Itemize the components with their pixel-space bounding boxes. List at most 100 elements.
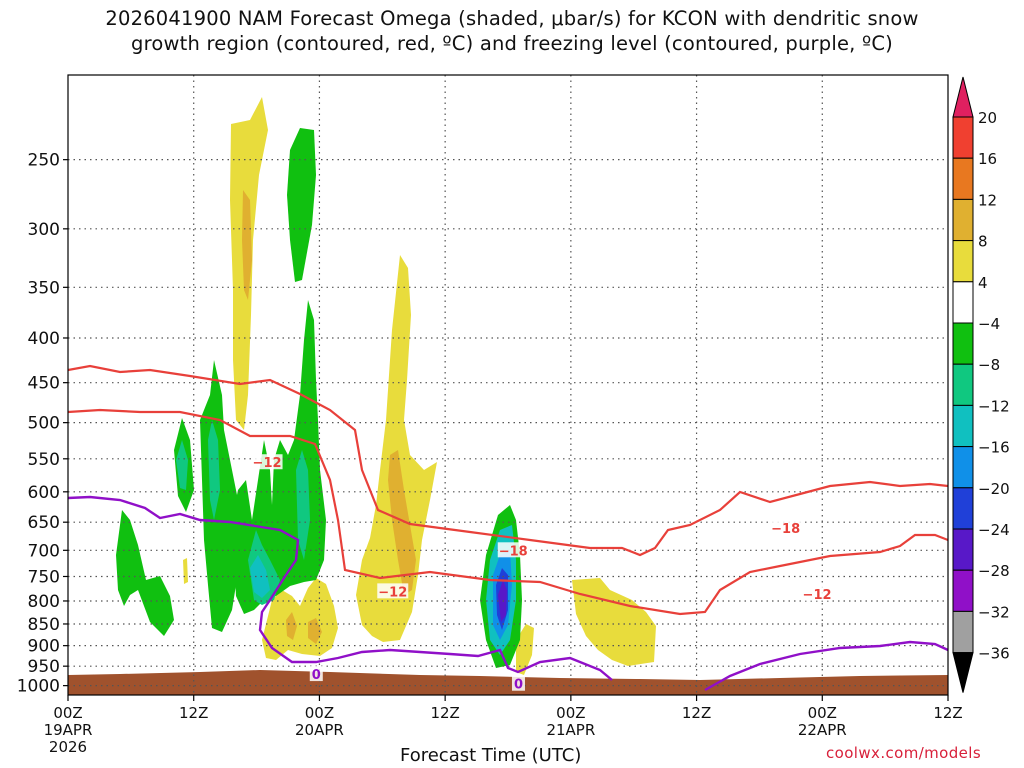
y-tick-label: 500: [28, 414, 60, 434]
colorbar-label: −4: [978, 315, 1000, 333]
contour-label-bg: [770, 519, 802, 535]
contours: [68, 364, 948, 692]
contour-label: −12: [803, 588, 832, 603]
y-tick-label: 750: [28, 567, 60, 587]
colorbar-label: 4: [978, 274, 988, 292]
x-tick-label: 12Z: [682, 704, 711, 722]
colorbar-label: −24: [978, 521, 1010, 539]
contour-label: −18: [499, 544, 528, 559]
contour-label-bg: [497, 542, 529, 558]
colorbar-cap-top: [952, 76, 974, 118]
colorbar-swatch: [952, 281, 974, 324]
colorbar-swatch: [952, 404, 974, 448]
x-tick-label: 12Z: [430, 704, 459, 722]
colorbar-swatch: [952, 528, 974, 571]
y-tick-label: 900: [28, 637, 60, 657]
colorbar-label: −20: [978, 480, 1010, 498]
y-tick-label: 700: [28, 541, 60, 561]
colorbar-swatch: [952, 198, 974, 242]
colorbar-swatch: [952, 569, 974, 612]
colorbar-swatch: [952, 240, 974, 283]
title-line-1: 2026041900 NAM Forecast Omega (shaded, μ…: [105, 7, 919, 30]
contour-label-bg: [377, 583, 409, 599]
omega-positive-region: [242, 190, 252, 300]
omega-negative-region: [116, 510, 174, 636]
colorbar-swatch: [952, 157, 974, 200]
contour-labels: −12 −18 −12 −18 −12 0 0: [251, 454, 833, 693]
colorbar-label: 20: [978, 109, 997, 127]
y-tick-label: 950: [28, 657, 60, 677]
y-tick-label: 550: [28, 450, 60, 470]
colorbar-label: −12: [978, 397, 1010, 415]
contour-freezing-level: [68, 495, 613, 681]
omega-positive-region: [356, 255, 437, 642]
watermark: coolwx.com/models: [826, 744, 982, 762]
title-line-2: growth region (contoured, red, ºC) and f…: [131, 32, 893, 55]
y-tick-label: 650: [28, 513, 60, 533]
contour-dgz-lower: [68, 408, 948, 616]
colorbar-label: −16: [978, 439, 1010, 457]
x-tick-label: 12Z: [179, 704, 208, 722]
contour-label: 0: [514, 678, 523, 693]
colorbar-swatch: [952, 610, 974, 654]
plot-frame: [67, 74, 949, 696]
y-tick-label: 1000: [17, 677, 60, 697]
x-axis-label: Forecast Time (UTC): [400, 745, 582, 766]
contour-label-bg: [511, 675, 525, 691]
colorbar-cap-bottom: [952, 652, 974, 693]
omega-negative-region: [208, 420, 220, 520]
contour-dgz-upper: [68, 364, 948, 557]
contour-label: −12: [378, 585, 407, 600]
y-tick-label: 350: [28, 278, 60, 298]
contour-label: −12: [253, 456, 282, 471]
y-tick-label: 850: [28, 615, 60, 635]
omega-positive-region: [516, 624, 534, 675]
colorbar-label: −28: [978, 562, 1010, 580]
colorbar-label: −36: [978, 645, 1010, 663]
colorbar-label: 8: [978, 233, 988, 251]
x-tick-label: 00Z: [556, 704, 585, 722]
x-tick-date: 21APR: [546, 721, 595, 739]
omega-positive-region: [286, 612, 297, 640]
omega-negative-region: [176, 440, 188, 490]
colorbar: 20 16 12 8 4 −4 −8 −12 −16 −20 −24 −28 −32 −36: [952, 76, 1010, 693]
omega-negative-region: [287, 128, 316, 282]
colorbar-label: 16: [978, 150, 997, 168]
contour-label-bg: [251, 454, 283, 470]
colorbar-label: −32: [978, 603, 1010, 621]
omega-positive-region: [572, 578, 656, 666]
colorbar-swatch: [952, 322, 974, 365]
y-tick-label: 300: [28, 220, 60, 240]
omega-negative-region: [296, 450, 310, 560]
terrain: [68, 670, 948, 695]
y-tick-label: 400: [28, 329, 60, 349]
contour-freezing-level: [704, 640, 948, 692]
omega-positive-region: [183, 558, 188, 584]
omega-positive-region: [388, 450, 416, 595]
y-axis: 2503003504004505005506006507007508008509…: [17, 151, 68, 697]
omega-negative-region: [250, 555, 270, 598]
chart-title: 2026041900 NAM Forecast Omega (shaded, μ…: [0, 6, 1024, 56]
colorbar-swatch: [952, 487, 974, 530]
y-tick-label: 450: [28, 374, 60, 394]
y-tick-label: 600: [28, 483, 60, 503]
x-tick-label: 12Z: [933, 704, 962, 722]
contour-label: 0: [312, 668, 321, 683]
x-tick-label: 00Z: [53, 704, 82, 722]
x-tick-year: 2026: [49, 738, 87, 756]
colorbar-swatch: [952, 363, 974, 406]
omega-shading: [68, 97, 948, 695]
contour-label: −18: [771, 522, 800, 537]
x-tick-label: 00Z: [305, 704, 334, 722]
contour-label-bg: [309, 666, 323, 682]
contour-label-bg: [801, 585, 833, 601]
x-tick-date: 20APR: [295, 721, 344, 739]
x-tick-date: 22APR: [798, 721, 847, 739]
colorbar-swatch: [952, 446, 974, 489]
y-tick-label: 250: [28, 151, 60, 171]
colorbar-label: −8: [978, 356, 1000, 374]
y-tick-label: 800: [28, 592, 60, 612]
colorbar-swatch: [952, 116, 974, 159]
